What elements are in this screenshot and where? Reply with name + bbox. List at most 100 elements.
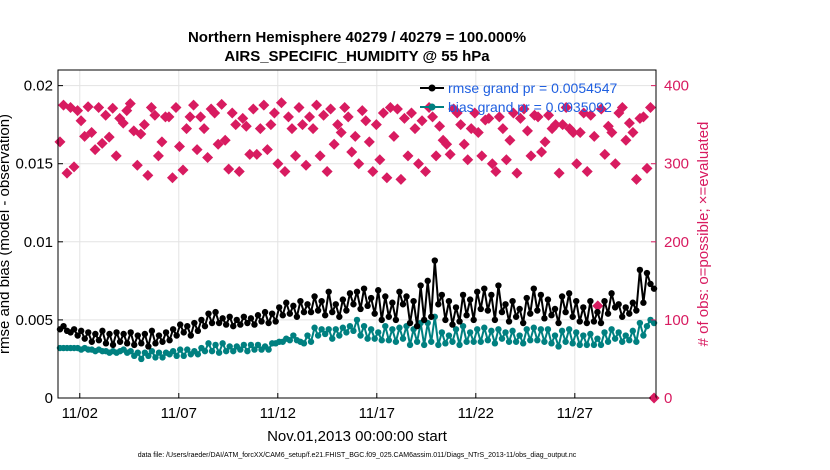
bias-point [360, 322, 368, 330]
obs-marker [311, 99, 323, 111]
obs-marker [198, 123, 210, 135]
bias-point [180, 352, 187, 360]
bias-point [205, 340, 212, 347]
rmse-point [417, 282, 424, 289]
rmse-point [608, 290, 615, 297]
x-tick-label: 11/22 [458, 405, 494, 422]
bias-point [640, 332, 647, 339]
bias-point [392, 338, 400, 345]
rmse-point [141, 330, 149, 338]
y-tick-label: 0.015 [15, 156, 53, 173]
rmse-point [339, 296, 347, 303]
bias-point [148, 347, 156, 355]
obs-marker [532, 111, 544, 123]
bias-point [194, 351, 202, 358]
bias-point [350, 327, 357, 335]
obs-marker [416, 115, 428, 127]
rmse-point [615, 301, 622, 308]
bias-point [364, 335, 371, 342]
legend-bias-label: bias grand pr = 0.0035092 [448, 99, 612, 115]
rmse-point [527, 310, 534, 317]
obs-marker [455, 119, 467, 131]
obs-marker [289, 150, 301, 162]
rmse-point [420, 316, 428, 324]
rmse-point [194, 327, 202, 335]
rmse-point [583, 319, 591, 327]
rmse-point [558, 293, 566, 300]
rmse-point [191, 319, 198, 327]
obs-marker [339, 101, 351, 113]
rmse-point [300, 308, 308, 316]
bias-point [399, 335, 407, 342]
ticks: 0 0.005 0.01 0.015 0.02 0 100 200 300 400 11/02 11/… [15, 78, 689, 422]
rmse-point [551, 305, 559, 313]
x-tick-label: 11/02 [62, 405, 98, 422]
obs-marker [195, 111, 207, 123]
rmse-point [438, 291, 446, 299]
y-tick-label: 0.01 [24, 234, 53, 251]
bias-point [611, 335, 619, 342]
rmse-point [353, 288, 361, 295]
rmse-point [456, 318, 463, 325]
rmse-point [505, 318, 513, 325]
obs-marker [374, 154, 386, 166]
rmse-point [336, 313, 343, 320]
obs-marker [307, 123, 319, 135]
obs-marker [293, 101, 305, 113]
rmse-point [173, 332, 180, 339]
rmse-point [562, 308, 569, 316]
rmse-point [389, 299, 396, 306]
bias-point [452, 326, 460, 333]
obs-marker [346, 146, 358, 158]
obs-marker [405, 107, 417, 119]
rmse-point [371, 310, 378, 317]
bias-point [459, 322, 467, 330]
bias-point [339, 324, 347, 331]
obs-marker [550, 119, 562, 131]
obs-marker [57, 99, 69, 111]
rmse-point [304, 301, 311, 308]
rmse-point [396, 288, 403, 295]
obs-marker [100, 109, 112, 121]
obs-marker [342, 111, 354, 123]
rmse-point [314, 307, 322, 314]
obs-marker [107, 102, 119, 114]
obs-marker [149, 109, 161, 121]
obs-marker [135, 128, 147, 140]
y-tick-label: 0 [45, 390, 53, 407]
obs-marker [110, 150, 122, 162]
rmse-point [290, 302, 297, 310]
obs-marker [367, 166, 379, 178]
bias-point [371, 335, 378, 342]
obs-marker [61, 167, 73, 179]
rmse-point [233, 316, 240, 324]
rmse-point [99, 327, 106, 335]
bias-point [587, 330, 594, 338]
bias-series [56, 313, 658, 363]
rmse-point [81, 335, 88, 342]
obs-marker [272, 158, 284, 170]
bias-point [159, 354, 166, 361]
rmse-point [201, 322, 209, 330]
obs-marker [103, 131, 115, 143]
obs-marker [275, 97, 287, 109]
bias-point [346, 322, 354, 330]
obs-marker [500, 154, 512, 166]
rmse-point [580, 304, 587, 311]
rmse-point [399, 301, 407, 308]
bias-point [329, 335, 336, 342]
bias-point [420, 341, 428, 349]
obs-marker [413, 158, 425, 170]
rmse-point [166, 337, 173, 344]
rmse-point [240, 313, 248, 320]
bias-point [438, 329, 446, 336]
rmse-point [78, 327, 85, 335]
bias-point [516, 332, 523, 339]
rmse-point [74, 332, 81, 339]
obs-marker [441, 138, 453, 150]
rmse-point [537, 291, 545, 299]
bias-point [169, 347, 177, 355]
rmse-point [60, 322, 67, 330]
bias-point [569, 340, 576, 347]
obs-marker [567, 126, 579, 138]
